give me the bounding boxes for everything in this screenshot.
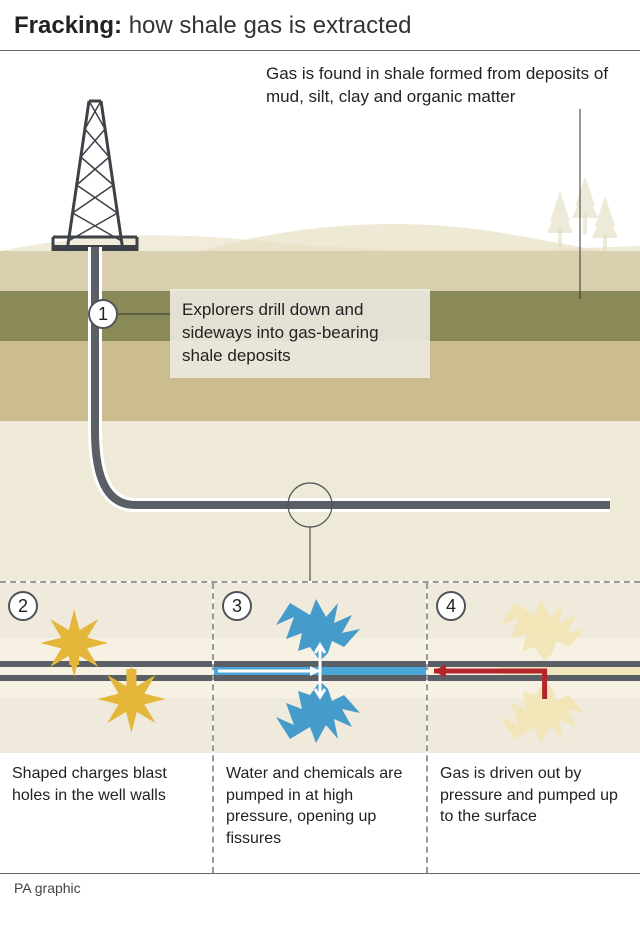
callout-1-box: Explorers drill down and sideways into g… (170, 289, 430, 378)
step-number-4: 4 (436, 591, 466, 621)
infographic-root: Fracking: how shale gas is extracted Gas… (0, 0, 640, 910)
panel-2: 2 Shaped charges blast holes in the well… (0, 583, 214, 873)
step-number-3: 3 (222, 591, 252, 621)
title-light: how shale gas is extracted (122, 12, 412, 39)
step-number-1: 1 (88, 299, 118, 329)
panel-3-text: Water and chemicals are pumped in at hig… (214, 753, 426, 873)
step-number-2: 2 (8, 591, 38, 621)
panel-4-text: Gas is driven out by pressure and pumped… (428, 753, 640, 873)
panel-2-text: Shaped charges blast holes in the well w… (0, 753, 212, 873)
main-cross-section: Gas is found in shale formed from deposi… (0, 51, 640, 581)
panel-4: 4 Gas is driven out by pressure and pump… (428, 583, 640, 873)
top-annotation: Gas is found in shale formed from deposi… (266, 63, 626, 109)
title-bold: Fracking: (14, 12, 122, 39)
process-steps-row: 2 Shaped charges blast holes in the well… (0, 581, 640, 874)
panel-3: 3 Water and chemicals are pumped in at h… (214, 583, 428, 873)
header: Fracking: how shale gas is extracted (0, 0, 640, 51)
credit: PA graphic (0, 874, 640, 910)
